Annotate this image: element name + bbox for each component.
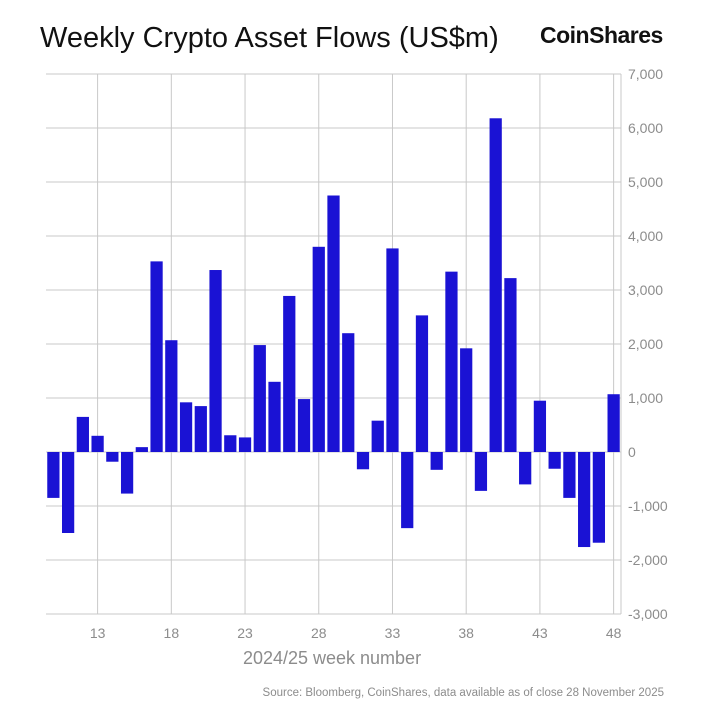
bar-week-21	[209, 270, 222, 452]
bar-week-14	[106, 452, 119, 462]
y-tick-label: 7,000	[628, 66, 663, 82]
bar-week-45	[563, 452, 576, 498]
bar-week-19	[179, 402, 193, 452]
bar-week-40	[489, 118, 502, 452]
y-tick-label: 5,000	[628, 174, 663, 190]
bar-week-27	[297, 399, 311, 452]
source-note: Source: Bloomberg, CoinShares, data avai…	[262, 687, 664, 699]
bar-week-18	[165, 340, 178, 452]
bar-chart: 7,000 6,000 5,000 4,000 3,000 2,000 1,000 0 -1,0…	[46, 66, 668, 641]
y-tick-label: 0	[628, 444, 636, 460]
bar-week-23	[238, 437, 252, 452]
x-tick-label: 33	[385, 625, 401, 641]
bar-week-38	[460, 348, 473, 452]
bar-week-24	[253, 345, 266, 452]
x-tick-label: 28	[311, 625, 327, 641]
y-tick-label: 4,000	[628, 228, 663, 244]
x-tick-label: 38	[458, 625, 474, 641]
bar-week-13	[91, 435, 104, 452]
bar-week-22	[224, 435, 237, 452]
bar-week-34	[401, 452, 414, 529]
bar-week-46	[578, 452, 591, 548]
bar-week-37	[445, 271, 458, 452]
bar-week-25	[268, 381, 281, 452]
bar-week-31	[356, 452, 370, 470]
x-tick-label: 23	[237, 625, 253, 641]
x-tick-labels: 13 18 23 28 33 38 43 48	[90, 625, 622, 641]
y-tick-label: -2,000	[628, 552, 668, 568]
bar-week-32	[371, 420, 384, 452]
bar-week-17	[150, 261, 163, 452]
bar-week-30	[342, 333, 355, 452]
y-tick-labels: 7,000 6,000 5,000 4,000 3,000 2,000 1,000 0 -1,0…	[628, 66, 668, 622]
bar-week-48	[607, 394, 620, 452]
coinshares-logo: CoinShares	[540, 22, 663, 48]
chart-title: Weekly Crypto Asset Flows (US$m)	[40, 22, 499, 54]
bar-week-28	[312, 246, 325, 452]
y-tick-label: 3,000	[628, 282, 663, 298]
y-tick-label: 1,000	[628, 390, 663, 406]
bar-week-33	[386, 248, 399, 452]
bar-week-29	[327, 195, 340, 452]
y-tick-label: 6,000	[628, 120, 663, 136]
bar-week-41	[504, 278, 517, 452]
bar-week-43	[533, 400, 547, 452]
y-tick-label: -3,000	[628, 606, 668, 622]
bar-week-10	[47, 452, 60, 498]
bar-week-36	[430, 452, 443, 470]
bar-week-12	[76, 416, 89, 452]
y-tick-label: -1,000	[628, 498, 668, 514]
bar-week-20	[194, 406, 207, 452]
bar-week-44	[548, 452, 561, 469]
x-tick-label: 43	[532, 625, 548, 641]
bar-week-39	[474, 452, 488, 491]
bar-week-15	[120, 452, 134, 494]
bar-week-26	[283, 295, 296, 452]
bar-week-47	[592, 452, 606, 543]
bar-week-16	[135, 447, 148, 452]
x-axis-label: 2024/25 week number	[242, 648, 422, 668]
bar-week-11	[61, 452, 75, 533]
bar-week-42	[519, 452, 532, 485]
bars	[47, 118, 620, 548]
bar-week-35	[415, 315, 429, 452]
x-tick-label: 48	[606, 625, 622, 641]
x-tick-label: 18	[164, 625, 180, 641]
x-tick-label: 13	[90, 625, 106, 641]
y-tick-label: 2,000	[628, 336, 663, 352]
